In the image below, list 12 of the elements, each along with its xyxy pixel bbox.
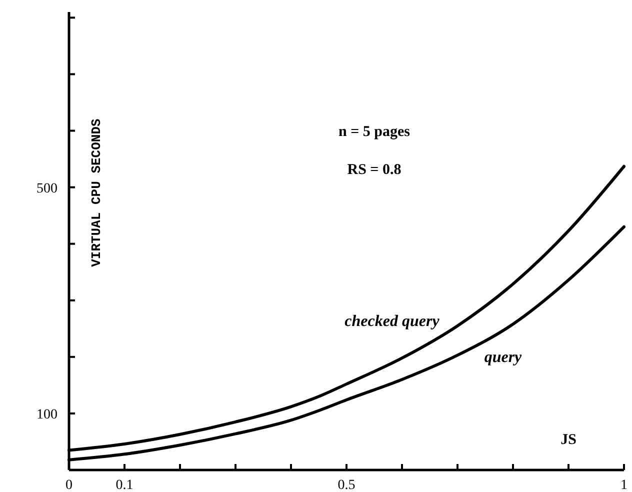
y-axis-title: VIRTUAL CPU SECONDS [89,118,104,267]
x-tick-label: 0.5 [338,478,356,492]
x-tick-label: 0 [66,478,72,492]
y-tick-label: 500 [36,181,58,196]
series-label: query [484,349,523,366]
series-label: checked query [344,313,440,330]
x-tick-label: 1 [620,478,628,492]
annotation: n = 5 pages [338,124,410,140]
y-tick-label: 100 [36,407,58,422]
annotation: RS = 0.8 [347,162,402,178]
x-tick-label: 0.1 [116,478,134,492]
x-axis-title: JS [560,432,576,448]
